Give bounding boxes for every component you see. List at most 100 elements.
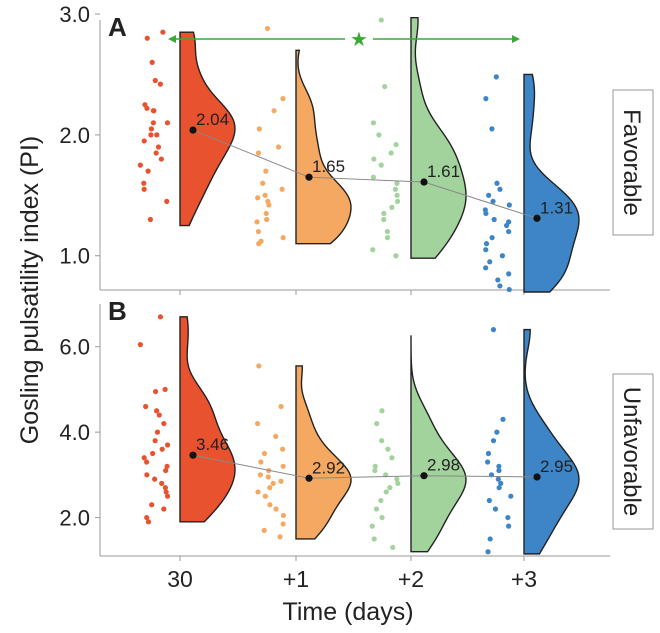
data-point bbox=[256, 241, 262, 247]
data-point bbox=[484, 459, 491, 465]
data-point bbox=[378, 497, 384, 504]
data-point bbox=[490, 198, 496, 204]
data-point bbox=[144, 472, 150, 478]
data-point bbox=[494, 180, 500, 186]
data-point bbox=[262, 192, 268, 198]
data-point bbox=[154, 408, 160, 414]
violin-+3 bbox=[523, 73, 580, 293]
data-point bbox=[148, 126, 155, 132]
mean-point bbox=[189, 126, 197, 134]
data-point bbox=[264, 25, 271, 32]
data-point bbox=[485, 549, 491, 555]
y-tick-label: 3.0 bbox=[59, 2, 90, 27]
data-point bbox=[254, 420, 261, 427]
panel-backgrounds bbox=[95, 13, 654, 561]
mean-point bbox=[420, 178, 428, 186]
data-point bbox=[487, 259, 493, 265]
data-point bbox=[267, 502, 273, 508]
data-point bbox=[164, 442, 171, 448]
data-point bbox=[392, 186, 399, 192]
data-point bbox=[255, 489, 261, 495]
data-point bbox=[141, 186, 147, 192]
mean-line bbox=[192, 129, 538, 219]
data-point bbox=[382, 83, 388, 90]
data-point bbox=[393, 253, 399, 259]
strip-box bbox=[612, 373, 654, 530]
data-point bbox=[154, 429, 161, 435]
data-point bbox=[255, 195, 261, 201]
data-point bbox=[378, 17, 384, 23]
x-tick-label: +1 bbox=[283, 566, 309, 592]
data-point bbox=[491, 216, 497, 223]
data-point bbox=[149, 502, 155, 508]
data-point bbox=[383, 489, 389, 495]
mean-label: 2.95 bbox=[540, 457, 573, 476]
x-axis-label: Time (days) bbox=[282, 598, 413, 626]
data-point bbox=[373, 506, 380, 512]
data-point bbox=[152, 438, 158, 444]
data-point bbox=[278, 478, 284, 484]
data-point bbox=[506, 228, 512, 235]
data-point bbox=[280, 463, 286, 469]
data-point bbox=[374, 420, 380, 427]
y-tick-label: 4.0 bbox=[59, 420, 90, 445]
data-point bbox=[394, 192, 400, 198]
data-point bbox=[150, 120, 156, 126]
data-point bbox=[271, 108, 277, 114]
y-tick-label: 1.0 bbox=[59, 244, 90, 269]
data-point bbox=[152, 476, 158, 482]
data-point bbox=[495, 277, 501, 283]
data-point bbox=[378, 162, 384, 168]
data-point bbox=[280, 235, 286, 241]
mean-point bbox=[533, 214, 541, 222]
mean-label: 1.61 bbox=[427, 162, 460, 181]
data-point bbox=[141, 180, 147, 186]
data-point bbox=[506, 286, 512, 293]
data-point bbox=[483, 96, 489, 102]
data-point bbox=[381, 210, 387, 217]
data-point bbox=[390, 544, 396, 551]
data-point bbox=[371, 156, 377, 162]
data-point bbox=[261, 527, 267, 533]
strip-box bbox=[612, 89, 654, 236]
data-point bbox=[494, 429, 500, 435]
data-point bbox=[489, 126, 495, 132]
y-tick-label: 2.0 bbox=[59, 123, 90, 148]
data-point bbox=[150, 108, 156, 114]
mean-point bbox=[305, 173, 313, 181]
data-point bbox=[370, 174, 377, 180]
data-point bbox=[163, 467, 169, 474]
data-point bbox=[280, 512, 287, 519]
data-point bbox=[263, 168, 269, 174]
data-point bbox=[496, 485, 502, 491]
data-point bbox=[264, 216, 270, 223]
data-point bbox=[266, 202, 272, 208]
x-tick-label: +2 bbox=[398, 566, 424, 592]
data-point bbox=[376, 132, 382, 138]
data-point bbox=[155, 144, 162, 150]
arrowhead-right bbox=[512, 35, 520, 43]
data-point bbox=[489, 235, 495, 241]
data-point bbox=[379, 438, 385, 444]
data-point bbox=[144, 35, 150, 41]
data-point bbox=[495, 476, 501, 482]
data-point bbox=[159, 446, 165, 452]
strip-label: Unfavorable bbox=[618, 387, 645, 516]
data-point bbox=[137, 341, 143, 348]
data-point bbox=[265, 474, 271, 480]
data-point bbox=[137, 162, 143, 168]
data-point bbox=[162, 386, 168, 393]
data-point bbox=[144, 105, 150, 111]
data-point bbox=[379, 408, 385, 414]
data-point bbox=[500, 416, 506, 422]
data-point bbox=[260, 180, 266, 186]
mean-label: 2.04 bbox=[196, 110, 229, 129]
strip-label: Favorable bbox=[618, 109, 645, 216]
data-point bbox=[273, 433, 279, 440]
data-point bbox=[505, 514, 511, 521]
data-point bbox=[492, 506, 499, 512]
data-point bbox=[486, 497, 492, 504]
data-point bbox=[162, 485, 168, 491]
data-point bbox=[388, 150, 394, 156]
data-point bbox=[490, 327, 497, 333]
